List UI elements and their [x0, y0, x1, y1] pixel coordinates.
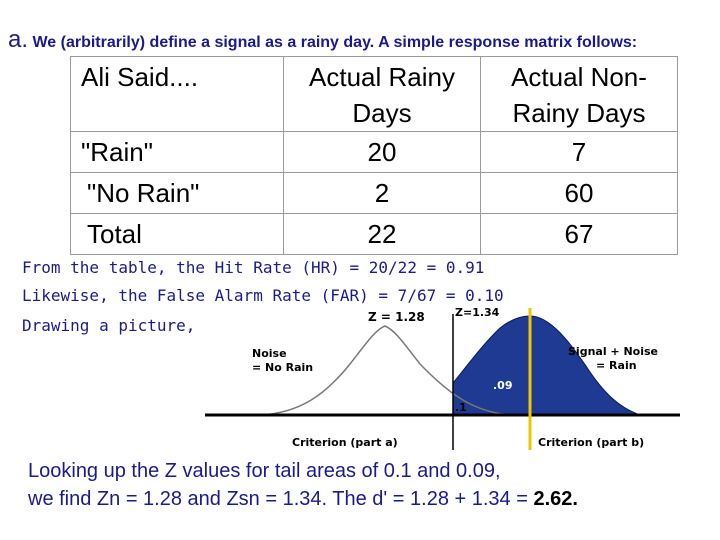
conclusion-line1: Looking up the Z values for tail areas o… [28, 460, 501, 482]
matrix-corner-cell: Ali Said.... [70, 56, 284, 132]
matrix-row-total: Total 22 67 [70, 213, 678, 255]
signal-label-line1: Signal + Noise [568, 345, 658, 358]
cell-total-rainy: 22 [283, 213, 481, 255]
signal-detection-figure: Z = 1.28 Z=1.34 Noise = No Rain Signal +… [205, 306, 680, 450]
criterion-a-label: Criterion (part a) [292, 436, 398, 449]
response-matrix: Ali Said.... Actual Rainy Days Actual No… [70, 56, 678, 255]
conclusion-line2: we find Zn = 1.28 and Zsn = 1.34. The d'… [28, 488, 578, 511]
note-false-alarm-rate: Likewise, the False Alarm Rate (FAR) = 7… [22, 286, 504, 305]
cell-total-nonrainy: 67 [480, 213, 678, 255]
heading-text: We (arbitrarily) define a signal as a ra… [32, 34, 638, 51]
area-n-label: .1 [455, 401, 467, 414]
noise-label-line2: = No Rain [252, 361, 313, 374]
matrix-header-row: Ali Said.... Actual Rainy Days Actual No… [70, 56, 678, 132]
d-prime-result: 2.62. [533, 488, 578, 510]
criterion-b-label: Criterion (part b) [538, 436, 644, 449]
matrix-header-nonrainy: Actual Non- Rainy Days [480, 56, 678, 132]
z-left-label: Z = 1.28 [368, 310, 425, 324]
conclusion-line2-text: we find Zn = 1.28 and Zsn = 1.34. The d'… [28, 488, 534, 510]
signal-label-line2: = Rain [596, 359, 637, 372]
note-drawing: Drawing a picture, [22, 316, 196, 335]
z-right-label: Z=1.34 [455, 306, 500, 319]
heading-letter: a. [8, 26, 29, 53]
row-label-no-rain: "No Rain" [70, 172, 284, 214]
noise-label-line1: Noise [252, 347, 287, 360]
matrix-row-no-rain: "No Rain" 2 60 [70, 172, 678, 214]
area-sn-label: .09 [493, 379, 513, 392]
note-hit-rate: From the table, the Hit Rate (HR) = 20/2… [22, 258, 485, 277]
cell-rain-nonrainy: 7 [480, 131, 678, 173]
cell-norain-nonrainy: 60 [480, 172, 678, 214]
matrix-row-rain: "Rain" 20 7 [70, 131, 678, 173]
row-label-rain: "Rain" [70, 131, 284, 173]
matrix-header-rainy: Actual Rainy Days [283, 56, 481, 132]
row-label-total: Total [70, 213, 284, 255]
cell-rain-rainy: 20 [283, 131, 481, 173]
noise-distribution-curve [259, 325, 514, 416]
slide-heading: a. We (arbitrarily) define a signal as a… [8, 26, 720, 54]
cell-norain-rainy: 2 [283, 172, 481, 214]
